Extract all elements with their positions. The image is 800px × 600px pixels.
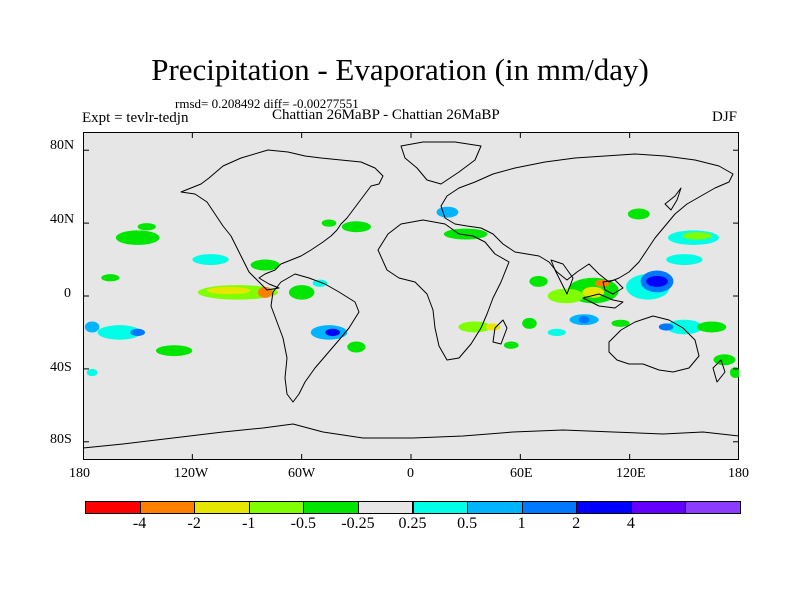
anomaly-patch <box>682 232 712 240</box>
anomaly-patch <box>547 288 585 304</box>
x-tick-label: 120E <box>616 466 646 481</box>
coastlines <box>83 141 739 449</box>
coastline-japan <box>664 187 682 211</box>
colorbar-label: -4 <box>132 515 147 532</box>
coastline-greenland <box>400 141 482 185</box>
anomaly-patch <box>729 367 739 378</box>
colorbar-swatch <box>630 501 687 514</box>
anomaly-patch <box>115 230 160 245</box>
y-tick-label: 40S <box>50 360 72 375</box>
anomaly-patch <box>611 319 630 327</box>
colorbar-swatch <box>576 501 632 514</box>
coastline-india <box>550 259 574 295</box>
anomaly-patch <box>250 259 280 271</box>
anomaly-patch <box>130 328 145 337</box>
anomaly-patch <box>529 275 548 287</box>
colorbar-swatch <box>303 501 359 514</box>
coastline-north-america <box>180 149 384 291</box>
anomaly-patch <box>522 317 537 329</box>
anomaly-patch <box>206 286 251 295</box>
anomaly-patch <box>155 345 193 357</box>
x-tick-label: 180 <box>728 466 749 481</box>
colorbar-label: -0.5 <box>290 515 316 532</box>
anomaly-patch <box>312 279 328 287</box>
coastline-africa <box>377 219 510 361</box>
anomaly-patch <box>547 328 566 337</box>
world-map <box>83 132 739 460</box>
anomaly-patch <box>192 254 229 266</box>
colorbar-swatch <box>85 501 141 514</box>
anomaly-patch <box>341 221 371 233</box>
colorbar-swatch <box>412 501 469 514</box>
colorbar-label: -1 <box>242 515 256 532</box>
anomaly-patch <box>137 223 156 231</box>
colorbar-swatch <box>357 501 414 514</box>
chart-subtitle: Chattian 26MaBP - Chattian 26MaBP <box>272 107 500 123</box>
coastline-antarctica <box>83 423 739 449</box>
colorbar-label: 0.5 <box>457 515 478 532</box>
anomaly-patch <box>288 285 315 300</box>
coastline-australia <box>608 315 700 373</box>
y-tick-label: 80N <box>50 138 75 153</box>
anomaly-patch <box>321 219 337 227</box>
colorbar-swatch <box>521 501 578 514</box>
anomaly-patch <box>347 341 366 353</box>
anomaly-patch <box>666 254 703 266</box>
y-tick-label: 80S <box>50 432 72 447</box>
anomaly-patch <box>658 323 674 331</box>
x-tick-label: 120W <box>174 466 209 481</box>
coastline-eurasia <box>440 153 734 283</box>
experiment-label: Expt = tevlr-tedjn <box>82 110 189 126</box>
colorbar-label: -0.25 <box>341 515 375 532</box>
colorbar-label: 4 <box>626 515 635 532</box>
x-tick-label: 60E <box>510 466 533 481</box>
colorbar-swatch <box>467 501 523 514</box>
colorbar-label: 1 <box>517 515 526 532</box>
x-tick-label: 0 <box>407 466 414 481</box>
anomaly-patch <box>578 316 590 324</box>
rmsd-diff-stats: rmsd= 0.208492 diff= -0.00277551 <box>175 96 359 111</box>
season-label: DJF <box>712 109 738 125</box>
tick-marks <box>83 132 739 460</box>
anomaly-patch <box>503 341 519 349</box>
anomaly-patch <box>97 325 142 340</box>
anomaly-patch <box>627 208 650 220</box>
colorbar-swatch <box>685 501 741 514</box>
anomaly-patch <box>697 321 727 333</box>
y-tick-label: 0 <box>64 286 71 301</box>
coastline-south-america <box>270 273 360 403</box>
colorbar-swatch <box>139 501 196 514</box>
colorbar-swatch <box>194 501 250 514</box>
anomaly-patch <box>325 328 340 337</box>
x-tick-label: 60W <box>288 466 316 481</box>
colorbar-label: -2 <box>187 515 201 532</box>
coastline-new-zealand <box>712 359 726 383</box>
anomaly-patch <box>436 206 459 218</box>
anomaly-patch <box>101 274 120 282</box>
anomaly-patch <box>485 323 501 331</box>
y-tick-label: 40N <box>50 212 75 227</box>
colorbar-label: 2 <box>572 515 581 532</box>
anomaly-patch <box>86 368 98 377</box>
anomaly-patch <box>582 286 605 298</box>
colorbar-label: 0.25 <box>398 515 427 532</box>
coastline-madagascar <box>492 319 508 345</box>
anomaly-patch <box>443 228 488 240</box>
x-tick-label: 180 <box>69 466 90 481</box>
anomaly-patch <box>646 275 668 287</box>
chart-title: Precipitation - Evaporation (in mm/day) <box>151 52 649 87</box>
coastline-indonesia <box>582 279 624 309</box>
anomaly-patch <box>84 321 100 333</box>
anomaly-layer <box>84 206 739 378</box>
colorbar-swatch <box>248 501 305 514</box>
